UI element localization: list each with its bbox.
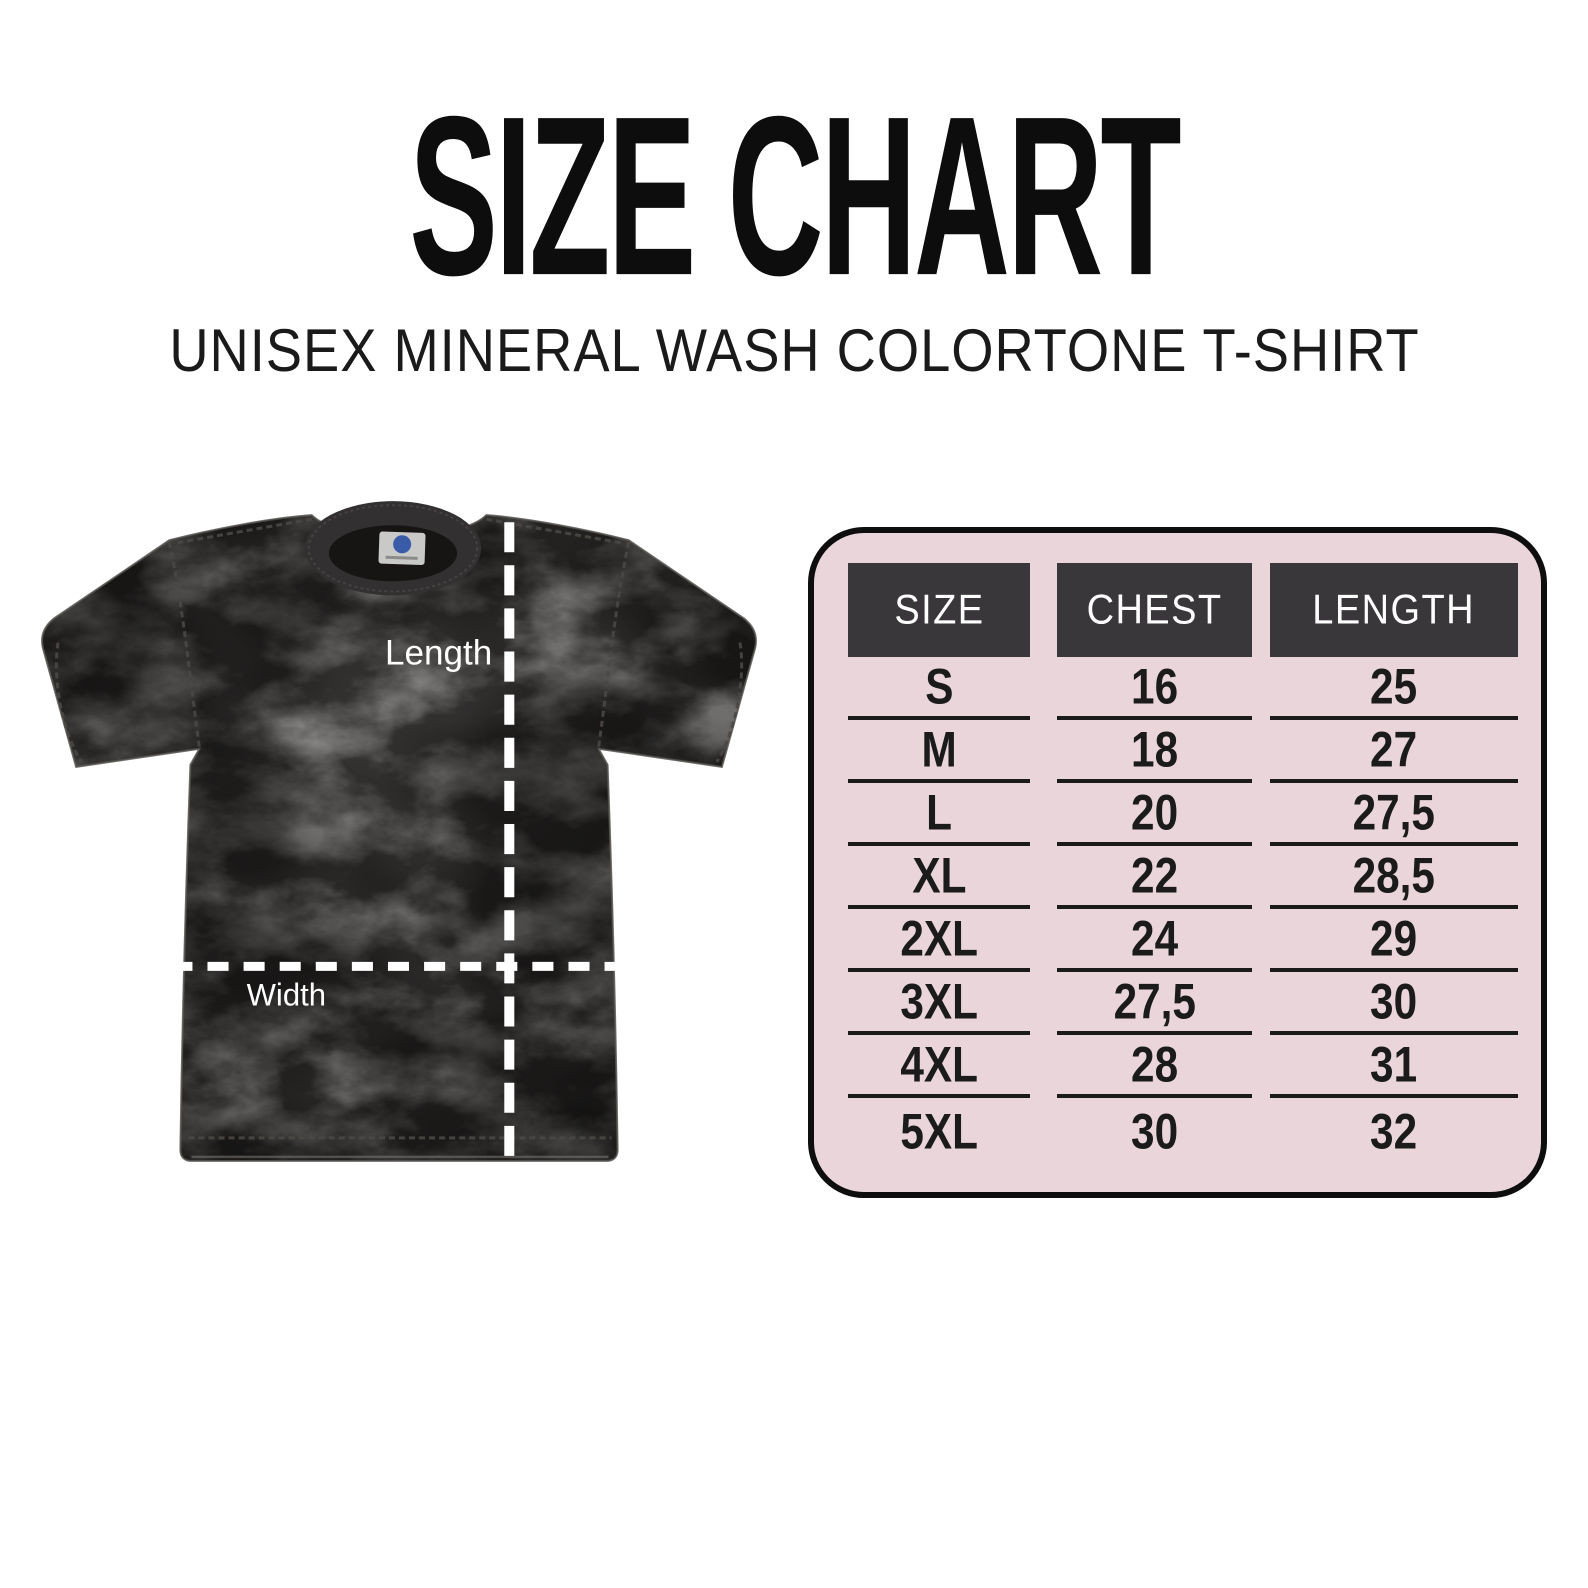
tag-logo <box>393 535 412 554</box>
column-header-chest: CHEST <box>1057 563 1252 657</box>
size-value: 4XL <box>848 1035 1030 1098</box>
size-value: M <box>848 720 1030 783</box>
size-value: S <box>848 657 1030 720</box>
length-value: 32 <box>1370 1103 1418 1160</box>
size-value: 3XL <box>848 972 1030 1035</box>
length-value: 31 <box>1270 1035 1518 1098</box>
tshirt-graphic: Length Width <box>41 501 757 1162</box>
length-value: 30 <box>1270 972 1518 1035</box>
length-value: 27,5 <box>1270 783 1518 846</box>
chest-value: 27,5 <box>1057 972 1252 1035</box>
size-table: SIZE CHEST LENGTH S 16 25 M 18 27 L 20 2… <box>808 527 1547 1198</box>
page-title: SIZE CHART <box>409 68 1181 323</box>
size-table-body: S 16 25 M 18 27 L 20 27,5 XL 22 28,5 2XL… <box>848 657 1518 1161</box>
chest-value: 22 <box>1057 846 1252 909</box>
size-table-row: 2XL 24 29 <box>848 909 1518 972</box>
size-table-row: 5XL 30 32 <box>848 1098 1518 1161</box>
size-value: 5XL <box>900 1103 978 1160</box>
column-header-length: LENGTH <box>1270 563 1518 657</box>
collar <box>304 501 482 596</box>
column-header-chest-label: CHEST <box>1086 586 1223 633</box>
size-table-row: 4XL 28 31 <box>848 1035 1518 1098</box>
title-row: SIZE CHART <box>0 82 1588 309</box>
chest-value: 16 <box>1057 657 1252 720</box>
chest-value: 30 <box>1130 1103 1179 1160</box>
fabric-shading <box>42 515 756 1161</box>
size-table-row: S 16 25 <box>848 657 1518 720</box>
width-label: Width <box>247 977 326 1012</box>
tee-body <box>41 514 757 1162</box>
tshirt-measurement-diagram: Length Width <box>28 452 770 1194</box>
size-value: XL <box>848 846 1030 909</box>
chest-value: 20 <box>1057 783 1252 846</box>
size-value: 2XL <box>848 909 1030 972</box>
column-header-size-label: SIZE <box>893 586 985 633</box>
size-table-header: SIZE CHEST LENGTH <box>848 563 1518 657</box>
length-value: 28,5 <box>1270 846 1518 909</box>
length-value: 25 <box>1270 657 1518 720</box>
page-subtitle: UNISEX MINERAL WASH COLORTONE T-SHIRT <box>168 315 1420 384</box>
size-table-row: XL 22 28,5 <box>848 846 1518 909</box>
length-value: 27 <box>1270 720 1518 783</box>
subtitle-row: UNISEX MINERAL WASH COLORTONE T-SHIRT <box>0 319 1588 379</box>
column-header-size: SIZE <box>848 563 1030 657</box>
chest-value: 18 <box>1057 720 1252 783</box>
length-label: Length <box>385 634 492 673</box>
chest-value: 28 <box>1057 1035 1252 1098</box>
chest-value: 24 <box>1057 909 1252 972</box>
column-header-length-label: LENGTH <box>1312 586 1476 633</box>
size-table-row: L 20 27,5 <box>848 783 1518 846</box>
size-table-row: M 18 27 <box>848 720 1518 783</box>
length-value: 29 <box>1270 909 1518 972</box>
size-value: L <box>848 783 1030 846</box>
collar-tag <box>378 531 426 565</box>
size-table-row: 3XL 27,5 30 <box>848 972 1518 1035</box>
